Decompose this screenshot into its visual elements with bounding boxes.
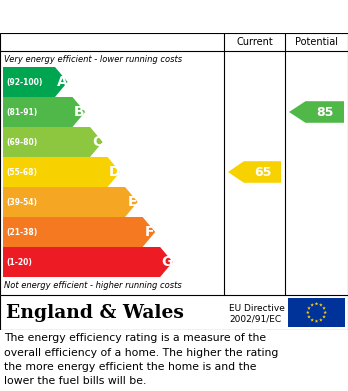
Polygon shape [307, 315, 311, 318]
Text: F: F [145, 225, 154, 239]
Polygon shape [3, 217, 155, 247]
Bar [288, 298, 345, 327]
Text: Current: Current [236, 37, 273, 47]
Polygon shape [323, 310, 327, 314]
Polygon shape [310, 303, 314, 307]
Polygon shape [310, 318, 314, 321]
Text: Potential: Potential [295, 37, 338, 47]
Text: EU Directive: EU Directive [229, 304, 285, 313]
Polygon shape [319, 318, 323, 321]
Polygon shape [319, 303, 323, 307]
Text: England & Wales: England & Wales [6, 303, 184, 321]
Text: (21-38): (21-38) [6, 228, 37, 237]
Text: G: G [161, 255, 173, 269]
Text: E: E [127, 195, 137, 209]
Text: Not energy efficient - higher running costs: Not energy efficient - higher running co… [4, 282, 182, 291]
Polygon shape [322, 306, 326, 310]
Text: (39-54): (39-54) [6, 197, 37, 206]
Text: B: B [74, 105, 85, 119]
Polygon shape [306, 310, 310, 314]
Text: C: C [92, 135, 102, 149]
Text: The energy efficiency rating is a measure of the
overall efficiency of a home. T: The energy efficiency rating is a measur… [4, 333, 278, 386]
Polygon shape [228, 161, 281, 183]
Polygon shape [3, 67, 68, 97]
Text: 85: 85 [316, 106, 333, 118]
Text: D: D [109, 165, 120, 179]
Polygon shape [315, 302, 318, 305]
Text: (92-100): (92-100) [6, 77, 42, 86]
Text: Very energy efficient - lower running costs: Very energy efficient - lower running co… [4, 54, 182, 63]
Text: (1-20): (1-20) [6, 258, 32, 267]
Text: (81-91): (81-91) [6, 108, 37, 117]
Polygon shape [3, 127, 103, 157]
Text: (69-80): (69-80) [6, 138, 37, 147]
Polygon shape [307, 306, 311, 310]
Polygon shape [3, 157, 120, 187]
Text: 2002/91/EC: 2002/91/EC [229, 314, 281, 323]
Text: (55-68): (55-68) [6, 167, 37, 176]
Text: A: A [57, 75, 67, 89]
Polygon shape [289, 101, 344, 123]
Polygon shape [3, 247, 173, 277]
Polygon shape [315, 319, 318, 323]
Polygon shape [322, 315, 326, 318]
Text: Energy Efficiency Rating: Energy Efficiency Rating [7, 7, 236, 25]
Text: 65: 65 [254, 165, 271, 179]
Polygon shape [3, 97, 85, 127]
Polygon shape [3, 187, 138, 217]
